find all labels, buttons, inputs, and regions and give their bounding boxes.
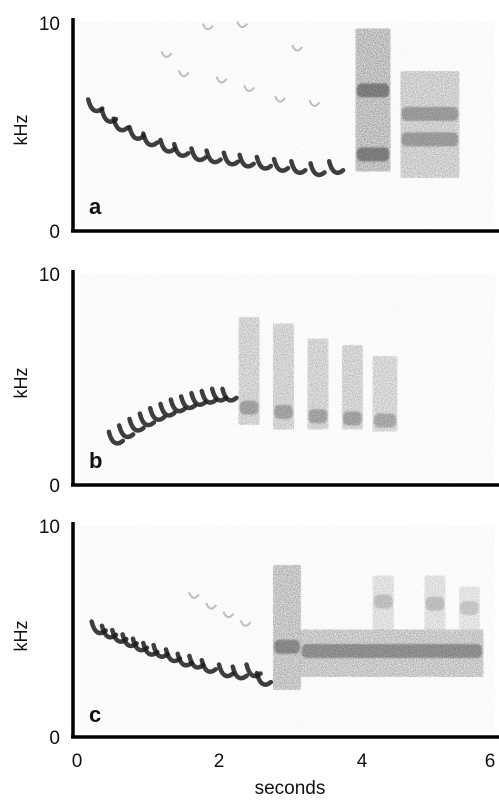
panel-a-note-10 — [237, 152, 256, 169]
panel-c-band-2-core-0 — [373, 594, 393, 609]
panel-b-note-9 — [199, 388, 219, 405]
panel-c-harmonic-0 — [188, 591, 200, 599]
panel-b-band-4-fill — [372, 356, 398, 432]
panel-b-y-label: kHz — [11, 368, 31, 399]
panel-b-band-3-core-0 — [343, 411, 362, 426]
panel-b-band-1 — [273, 323, 294, 430]
panel-a-note-5 — [158, 137, 177, 154]
panel-c-band-0-fill — [273, 565, 301, 690]
panel-b-band-4 — [372, 356, 398, 432]
panel-b-note-0 — [106, 429, 126, 446]
x-axis-label: seconds — [255, 778, 326, 799]
panel-b-y-tick-top: 10 — [39, 265, 60, 286]
panel-c-harmonic-1 — [205, 602, 218, 610]
panel-a-harmonic-6 — [274, 95, 286, 103]
panel-a-band-1-fill — [400, 71, 460, 178]
panel-c-note-14 — [254, 670, 274, 687]
panel-c-harmonic-3 — [239, 619, 252, 627]
panel-b-letter: b — [89, 448, 102, 473]
panel-c-note-11 — [216, 662, 236, 679]
panel-a-band-1-core-0 — [401, 106, 459, 121]
panel-b-band-1-core-0 — [274, 404, 293, 419]
panel-a-note-9 — [221, 150, 241, 167]
panel-a-y-tick-top: 10 — [39, 14, 60, 35]
panel-a-harmonic-3 — [215, 76, 228, 84]
panel-a-note-7 — [189, 146, 208, 163]
panel-a-y-label: kHz — [11, 115, 31, 146]
panel-b-spectrogram — [80, 274, 495, 481]
panel-b-note-4 — [147, 405, 167, 422]
panel-c-band-0 — [273, 565, 301, 690]
panel-a-harmonic-7 — [291, 44, 304, 52]
panel-a-band-0 — [355, 28, 391, 172]
panel-a-note-14 — [308, 161, 327, 178]
panel-c-band-0-core-0 — [274, 639, 300, 654]
panel-c-y-tick-bottom: 0 — [49, 728, 60, 749]
panel-c-band-3-core-0 — [425, 596, 445, 611]
panel-a-harmonic-0 — [160, 50, 173, 58]
x-tick-0: 0 — [72, 751, 83, 772]
panel-b-band-1-fill — [273, 323, 294, 430]
panel-a-note-2 — [111, 116, 130, 133]
panel-b-band-0-fill — [238, 317, 260, 425]
panel-a-note-6 — [172, 141, 191, 158]
x-tick-6: 6 — [485, 751, 496, 772]
panel-a-band-0-core-0 — [356, 83, 390, 98]
panel-a-band-0-core-1 — [356, 147, 390, 162]
panel-b: 10 0 kHz b — [11, 265, 499, 497]
panel-a-band-0-fill — [355, 28, 391, 172]
panel-c-spectrogram — [80, 526, 495, 733]
x-tick-4: 4 — [357, 751, 368, 772]
panel-c-band-2 — [372, 575, 394, 630]
panel-c-harmonic-2 — [222, 611, 235, 619]
panel-a-band-1 — [400, 71, 460, 178]
panel-c-band-3 — [424, 575, 446, 630]
panel-a-note-8 — [204, 148, 223, 165]
panel-c-band-1 — [300, 629, 484, 677]
panel-c-y-tick-top: 10 — [39, 517, 60, 538]
panel-b-band-4-core-0 — [373, 413, 397, 428]
panel-b-band-3-fill — [342, 345, 363, 430]
panel-a-letter: a — [89, 194, 102, 219]
panel-c-band-4-core-0 — [460, 601, 479, 615]
panel-c-band-4 — [459, 586, 480, 630]
panel-a-note-11 — [254, 154, 274, 171]
panel-a-note-4 — [141, 131, 160, 148]
panel-b-note-7 — [178, 394, 198, 411]
panel-a-band-1-core-1 — [401, 132, 459, 147]
panel-c-note-10 — [199, 657, 219, 674]
panel-b-note-5 — [158, 401, 177, 418]
panel-b-band-0 — [238, 317, 260, 425]
panel-b-band-0-core-0 — [239, 400, 259, 415]
panel-a-harmonic-8 — [308, 99, 321, 107]
panel-a-note-15 — [326, 158, 346, 175]
panel-c-y-label: kHz — [11, 621, 31, 652]
panel-b-band-2-core-0 — [308, 409, 328, 424]
panel-b-band-3 — [342, 345, 363, 430]
panel-a-spectrogram — [80, 21, 495, 227]
panel-c-letter: c — [89, 702, 101, 727]
panel-a-harmonic-5 — [243, 85, 255, 92]
panel-c-note-12 — [230, 664, 250, 681]
panel-a-harmonic-2 — [201, 23, 214, 31]
panel-b-band-2 — [307, 338, 329, 430]
panel-a: 10 0 kHz a — [11, 14, 499, 243]
panel-a-note-13 — [289, 158, 308, 175]
panel-b-note-1 — [116, 423, 136, 440]
panel-b-band-2-fill — [307, 338, 329, 430]
panel-b-note-3 — [137, 411, 157, 428]
panel-a-harmonic-4 — [236, 21, 248, 29]
panel-b-note-8 — [189, 390, 208, 407]
panel-b-note-6 — [168, 397, 188, 414]
panel-b-note-2 — [127, 416, 146, 433]
panel-a-note-12 — [271, 156, 291, 173]
panel-a-y-tick-bottom: 0 — [49, 222, 60, 243]
panel-c-band-1-core-0 — [301, 644, 483, 658]
panel-b-y-tick-bottom: 0 — [49, 476, 60, 497]
panel-c: 10 0 kHz c — [11, 517, 499, 749]
x-tick-2: 2 — [214, 751, 225, 772]
panel-a-harmonic-1 — [177, 70, 190, 78]
panel-b-note-11 — [220, 386, 239, 403]
